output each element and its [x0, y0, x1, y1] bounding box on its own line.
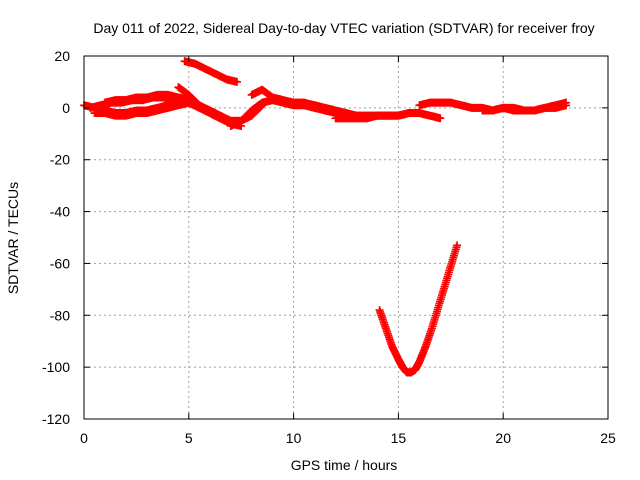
y-axis-label: SDTVAR / TECUs — [5, 182, 21, 294]
axis-ticks — [83, 55, 609, 420]
y-tick-label: -40 — [50, 204, 70, 220]
data-point-marker — [562, 101, 571, 110]
plot-frame — [83, 55, 609, 420]
data-point-marker — [453, 241, 462, 250]
series-track-l — [478, 101, 571, 115]
y-tick-label: -120 — [42, 411, 70, 427]
x-tick-label: 5 — [185, 430, 193, 446]
x-tick-label: 20 — [495, 430, 511, 446]
series-track-m — [375, 241, 462, 377]
series-track-f — [180, 57, 242, 86]
y-tick-label: -60 — [50, 255, 70, 271]
data-point-marker — [233, 77, 242, 86]
x-tick-label: 25 — [600, 430, 616, 446]
data-point-marker — [436, 114, 445, 123]
x-tick-label: 15 — [391, 430, 407, 446]
tick-labels: 0 5 10 15 20 25 -120 -100 -80 -60 -40 -20 0 20 — [42, 48, 616, 446]
data-points — [80, 57, 571, 377]
series-track-j — [331, 109, 445, 123]
x-axis-label: GPS time / hours — [291, 457, 398, 473]
chart-title: Day 011 of 2022, Sidereal Day-to-day VTE… — [93, 20, 594, 36]
x-tick-label: 0 — [80, 430, 88, 446]
series-track-i — [247, 85, 361, 120]
y-tick-label: -100 — [42, 359, 70, 375]
y-tick-label: -20 — [50, 152, 70, 168]
y-tick-label: -80 — [50, 307, 70, 323]
x-tick-label: 10 — [286, 430, 302, 446]
y-tick-label: 20 — [54, 48, 70, 64]
y-tick-label: 0 — [62, 100, 70, 116]
